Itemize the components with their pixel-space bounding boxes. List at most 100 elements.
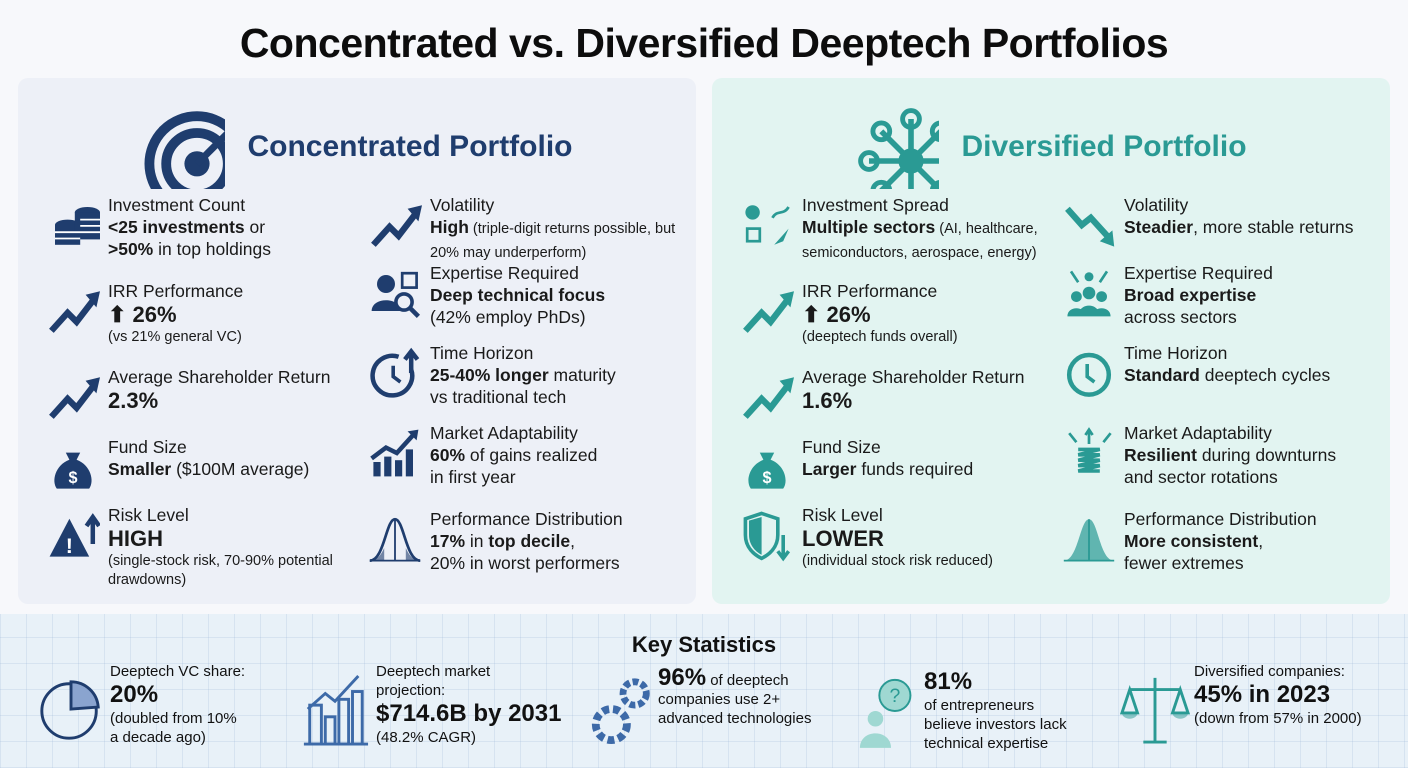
money-bag-icon: $	[740, 440, 794, 494]
metric-value: Resilient during downturns and sector rot…	[1124, 445, 1337, 487]
svg-text:!: !	[66, 533, 73, 558]
metric-label: Market Adaptability	[1124, 423, 1272, 443]
stat-text: projection:	[376, 682, 446, 699]
metric-label: Volatility	[1124, 195, 1189, 215]
metric-label: Expertise Required	[430, 263, 579, 283]
stat-text: (48.2% CAGR)	[376, 729, 477, 746]
diversified-panel: Diversified Portfolio Investment Spread M…	[712, 78, 1390, 604]
clock-up-icon	[368, 346, 422, 400]
trend-up-icon	[46, 370, 100, 424]
panel-title: Concentrated Portfolio	[247, 130, 573, 163]
page-title: Concentrated vs. Diversified Deeptech Po…	[239, 20, 1169, 66]
stat-text: (doubled from 10%	[110, 710, 237, 727]
stat-text: advanced technologies	[658, 710, 812, 727]
money-bag-icon: $	[46, 440, 100, 494]
trend-up-icon	[740, 370, 794, 424]
metric-value: High (triple-digit returns possible, but…	[430, 217, 676, 261]
metric-label: Investment Spread	[802, 195, 949, 215]
stat-value: 45% in 2023	[1194, 681, 1331, 708]
concentrated-panel: Concentrated Portfolio Investment Count <…	[18, 78, 696, 604]
metric-note: (vs 21% general VC)	[108, 329, 242, 345]
bell-curve-icon	[1062, 512, 1116, 566]
metric-label: Average Shareholder Return	[802, 367, 1025, 387]
metric-label: Market Adaptability	[430, 423, 578, 443]
stat-text: (down from 57% in 2000)	[1194, 710, 1362, 727]
metric-label: Fund Size	[108, 437, 187, 457]
stat-text: companies use 2+	[658, 691, 781, 708]
metric-label: IRR Performance	[108, 281, 244, 301]
metric-label: Risk Level	[802, 505, 883, 525]
stat-text: of entrepreneurs	[924, 697, 1035, 714]
warning-up-icon: !	[46, 508, 101, 562]
panel-header: Diversified Portfolio	[712, 92, 1390, 214]
trend-up-icon	[46, 284, 100, 338]
network-icon	[855, 105, 965, 214]
metric-value: Steadier, more stable returns	[1124, 217, 1354, 237]
stat-text: Diversified companies:	[1194, 663, 1345, 680]
bell-curve-tails-icon	[368, 512, 422, 566]
stat-text: believe investors lack	[924, 716, 1067, 733]
stat-value: 20%	[110, 681, 159, 708]
stats-title: Key Statistics	[631, 632, 777, 657]
metric-value: ⬆ 26%	[108, 302, 177, 327]
spring-icon	[1062, 426, 1116, 480]
metric-value: LOWER	[802, 526, 884, 551]
target-icon	[141, 105, 254, 217]
metric-label: Fund Size	[802, 437, 881, 457]
expert-search-icon	[368, 266, 422, 320]
stat-value: 81%	[924, 668, 973, 695]
metric-value: Deep technical focus (42% employ PhDs)	[430, 285, 606, 327]
trend-up-icon	[740, 284, 794, 338]
person-question-icon: ?	[856, 670, 926, 750]
metric-label: Risk Level	[108, 505, 189, 525]
metric-label: Time Horizon	[1124, 343, 1228, 363]
city-growth-icon	[300, 670, 370, 750]
panel-header: Concentrated Portfolio	[18, 92, 696, 217]
stat-text: Deeptech market	[376, 663, 491, 680]
metric-label: Expertise Required	[1124, 263, 1273, 283]
trend-up-icon	[368, 198, 422, 252]
clock-icon	[1062, 346, 1116, 400]
shield-down-icon	[740, 508, 794, 562]
stat-text: technical expertise	[924, 735, 1049, 752]
stat-text: Deeptech VC share:	[110, 663, 246, 680]
metric-note: (individual stock risk reduced)	[802, 553, 993, 569]
metric-value: 25-40% longer maturity vs traditional tec…	[430, 365, 616, 407]
metric-label: Average Shareholder Return	[108, 367, 331, 387]
metric-value: 60% of gains realized in first year	[430, 445, 598, 487]
metric-value: <25 investments or >50% in top holdings	[108, 217, 271, 259]
metric-label: Performance Distribution	[430, 509, 623, 529]
svg-text:$: $	[762, 469, 771, 487]
metric-value: Broad expertise across sectors	[1124, 285, 1257, 327]
metric-value: HIGH	[108, 526, 163, 551]
metric-label: IRR Performance	[802, 281, 938, 301]
metric-value: Larger funds required	[802, 459, 974, 479]
trend-down-icon	[1062, 198, 1116, 252]
metric-label: Performance Distribution	[1124, 509, 1317, 529]
metric-value: ⬆ 26%	[802, 302, 871, 327]
metric-label: Volatility	[430, 195, 495, 215]
scales-icon	[1119, 670, 1191, 750]
coins-icon	[46, 198, 100, 252]
metric-value: Multiple sectors (AI, healthcare, semico…	[802, 217, 1038, 261]
pie-chart-icon	[36, 670, 106, 750]
bar-chart-up-icon	[368, 426, 422, 480]
panel-title: Diversified Portfolio	[961, 130, 1247, 163]
metric-label: Time Horizon	[430, 343, 534, 363]
metric-note: (deeptech funds overall)	[802, 329, 958, 345]
metric-value: 2.3%	[108, 388, 159, 413]
metric-value: 17% in top decile, 20% in worst performer…	[430, 531, 620, 573]
stat-value: $714.6B by 2031	[376, 700, 562, 727]
sectors-icon	[740, 198, 794, 252]
svg-text:?: ?	[889, 685, 900, 707]
stat-text: a decade ago)	[110, 729, 206, 746]
svg-text:$: $	[68, 469, 77, 487]
metric-value: 1.6%	[802, 388, 853, 413]
metric-value: Smaller ($100M average)	[108, 459, 310, 479]
metric-note: (single-stock risk, 70-90% potential dra…	[108, 553, 333, 588]
team-tools-icon	[1062, 266, 1116, 320]
gears-icon	[588, 670, 658, 750]
metric-value: Standard deeptech cycles	[1124, 365, 1331, 385]
metric-label: Investment Count	[108, 195, 246, 215]
key-statistics: Key Statistics Deeptech VC share: 20% (dou…	[0, 614, 1408, 768]
